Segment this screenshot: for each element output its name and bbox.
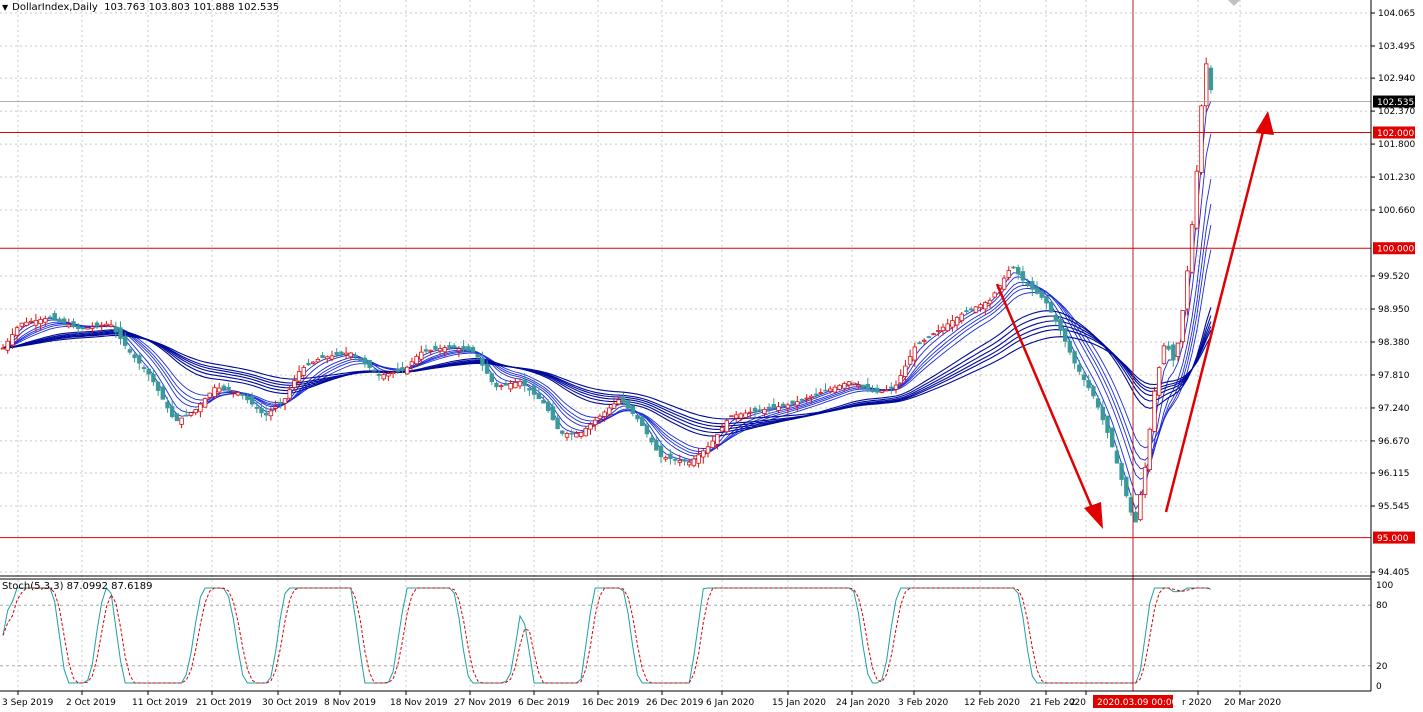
price-tags: 102.535 102.000 100.000 95.000 — [1373, 95, 1415, 544]
date-label: 2 Oct 2019 — [66, 698, 116, 708]
date-label: 21 Oct 2019 — [196, 698, 252, 708]
date-label: 24 Jan 2020 — [836, 698, 890, 708]
date-label: 26 Dec 2019 — [646, 698, 704, 708]
date-label: 11 Oct 2019 — [132, 698, 188, 708]
price-tag-label: 102.000 — [1377, 129, 1414, 139]
pane-frames — [0, 0, 1372, 692]
price-tick-label: 102.940 — [1378, 74, 1415, 84]
price-tick-label: 100.660 — [1378, 206, 1415, 216]
stoch-level-label: 20 — [1376, 662, 1388, 672]
price-tag-label: 95.000 — [1377, 534, 1409, 544]
price-tick-label: 98.950 — [1378, 305, 1410, 315]
stoch-level-label: 80 — [1376, 601, 1388, 611]
price-tick-label: 95.545 — [1378, 502, 1410, 512]
date-label: 27 Nov 2019 — [454, 698, 512, 708]
price-tick-label: 96.115 — [1378, 469, 1410, 479]
price-tag-label: 100.000 — [1377, 245, 1414, 255]
price-tick-label: 97.240 — [1378, 404, 1410, 414]
price-tick-label: 102.370 — [1378, 107, 1415, 117]
date-label: 21 Feb 2020 — [1030, 698, 1086, 708]
candlesticks — [0, 57, 1214, 523]
price-tick-label: 94.405 — [1378, 568, 1410, 578]
up-arrow-shaft[interactable] — [1164, 127, 1266, 513]
date-label: 8 Nov 2019 — [324, 698, 376, 708]
price-tag-label: 102.535 — [1377, 98, 1414, 108]
price-tick-label: 103.495 — [1378, 42, 1415, 52]
down-arrow-shaft[interactable] — [995, 283, 1097, 516]
stoch-axis: 100 80 20 0 — [1376, 581, 1393, 692]
collapse-triangle-icon[interactable]: ▼ — [2, 3, 9, 12]
date-label: 15 Jan 2020 — [772, 698, 826, 708]
price-axis[interactable]: 104.065 103.495 102.940 102.370 101.800 101.2… — [1371, 9, 1415, 578]
stoch-level-label: 0 — [1376, 682, 1382, 692]
symbol-label: DollarIndex,Daily — [12, 2, 98, 13]
price-tick-label: 96.670 — [1378, 437, 1410, 447]
moving-average-ribbon — [2, 101, 1212, 510]
price-tick-label: 98.380 — [1378, 338, 1410, 348]
up-arrow-head[interactable] — [1255, 111, 1274, 135]
date-label: r 2020 — [1182, 698, 1212, 708]
price-tick-label: 101.230 — [1378, 173, 1415, 183]
stoch-level-label: 100 — [1376, 581, 1393, 591]
stochastic-pane — [0, 587, 1371, 684]
horizontal-levels[interactable] — [0, 101, 1371, 539]
time-axis[interactable]: 3 Sep 2019 2 Oct 2019 11 Oct 2019 21 Oct 20… — [2, 691, 1281, 708]
crosshair-date-label: 2020.03.09 00:00 — [1097, 698, 1178, 708]
trend-arrows[interactable] — [995, 111, 1274, 529]
date-label: 2 — [1070, 698, 1076, 708]
stoch-indicator-label: Stoch(5,3,3) 87.0992 87.6189 — [2, 581, 153, 592]
date-label: 16 Dec 2019 — [582, 698, 640, 708]
price-tick-label: 101.800 — [1378, 140, 1415, 150]
price-tick-label: 99.520 — [1378, 272, 1410, 282]
date-label: 6 Jan 2020 — [706, 698, 754, 708]
date-label: 6 Dec 2019 — [518, 698, 570, 708]
grid — [0, 0, 1371, 691]
ohlc-values: 103.763 103.803 101.888 102.535 — [104, 2, 280, 13]
date-label: 12 Feb 2020 — [964, 698, 1020, 708]
date-label: 20 Mar 2020 — [1224, 698, 1281, 708]
price-tick-label: 97.810 — [1378, 371, 1410, 381]
down-arrow-head[interactable] — [1084, 502, 1103, 529]
chart-shift-marker-icon[interactable] — [1228, 0, 1240, 6]
date-label: 3 Feb 2020 — [898, 698, 949, 708]
chart-header: ▼ DollarIndex,Daily 103.763 103.803 101.8… — [2, 2, 279, 13]
date-label: 30 Oct 2019 — [262, 698, 318, 708]
price-tick-label: 104.065 — [1378, 9, 1415, 19]
date-label: 3 Sep 2019 — [2, 698, 54, 708]
date-label: 18 Nov 2019 — [390, 698, 448, 708]
